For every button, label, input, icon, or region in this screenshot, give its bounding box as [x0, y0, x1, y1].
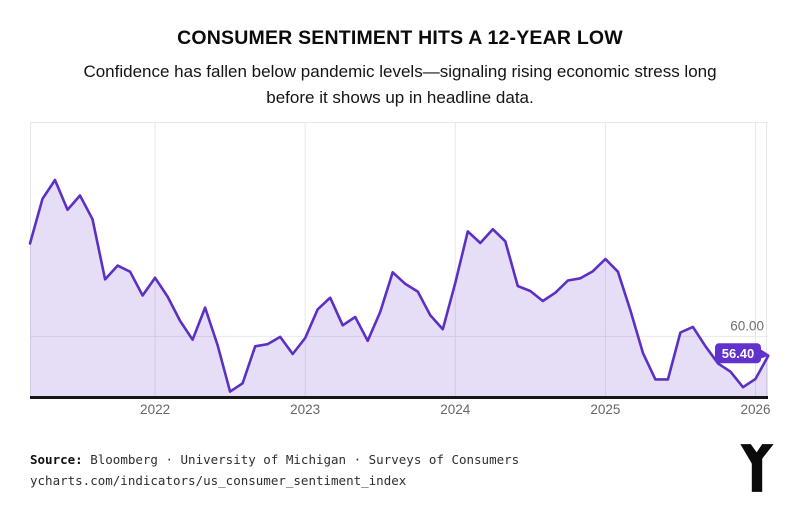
- sentiment-chart: 60.00 56.40: [28, 122, 770, 400]
- source-block: Source: Bloomberg · University of Michig…: [30, 449, 730, 491]
- sentiment-area: [30, 180, 768, 396]
- subtitle-line-1: Confidence has fallen below pandemic lev…: [83, 62, 717, 81]
- x-axis-year-label-2023: 2023: [290, 402, 321, 417]
- source-names: Bloomberg · University of Michigan · Sur…: [82, 452, 520, 467]
- last-value-label: 56.40: [722, 346, 755, 361]
- source-line: Source: Bloomberg · University of Michig…: [30, 449, 730, 470]
- x-axis-year-label-2022: 2022: [140, 402, 171, 417]
- last-value-pointer: [759, 348, 770, 360]
- sentiment-chart-svg: 60.00 56.40: [28, 122, 770, 399]
- page-title: CONSUMER SENTIMENT HITS A 12-YEAR LOW: [177, 27, 623, 49]
- logo-right-arm-stem: [751, 444, 774, 492]
- source-label: Source:: [30, 452, 83, 467]
- ycharts-y-logo: [740, 444, 774, 492]
- sentiment-line: [28, 178, 770, 393]
- x-axis-year-label-2026: 2026: [740, 402, 771, 417]
- x-axis-year-label-2024: 2024: [440, 402, 471, 417]
- x-axis-year-label-2025: 2025: [590, 402, 621, 417]
- source-url: ycharts.com/indicators/us_consumer_senti…: [30, 473, 407, 488]
- page-subtitle: Confidence has fallen below pandemic lev…: [0, 59, 800, 111]
- subtitle-line-2: before it shows up in headline data.: [266, 88, 534, 107]
- x-axis-labels: 2022 2023 2024 2025 2026: [0, 402, 800, 422]
- last-value-badge: [715, 343, 761, 364]
- gridline-value-label: 60.00: [730, 318, 764, 333]
